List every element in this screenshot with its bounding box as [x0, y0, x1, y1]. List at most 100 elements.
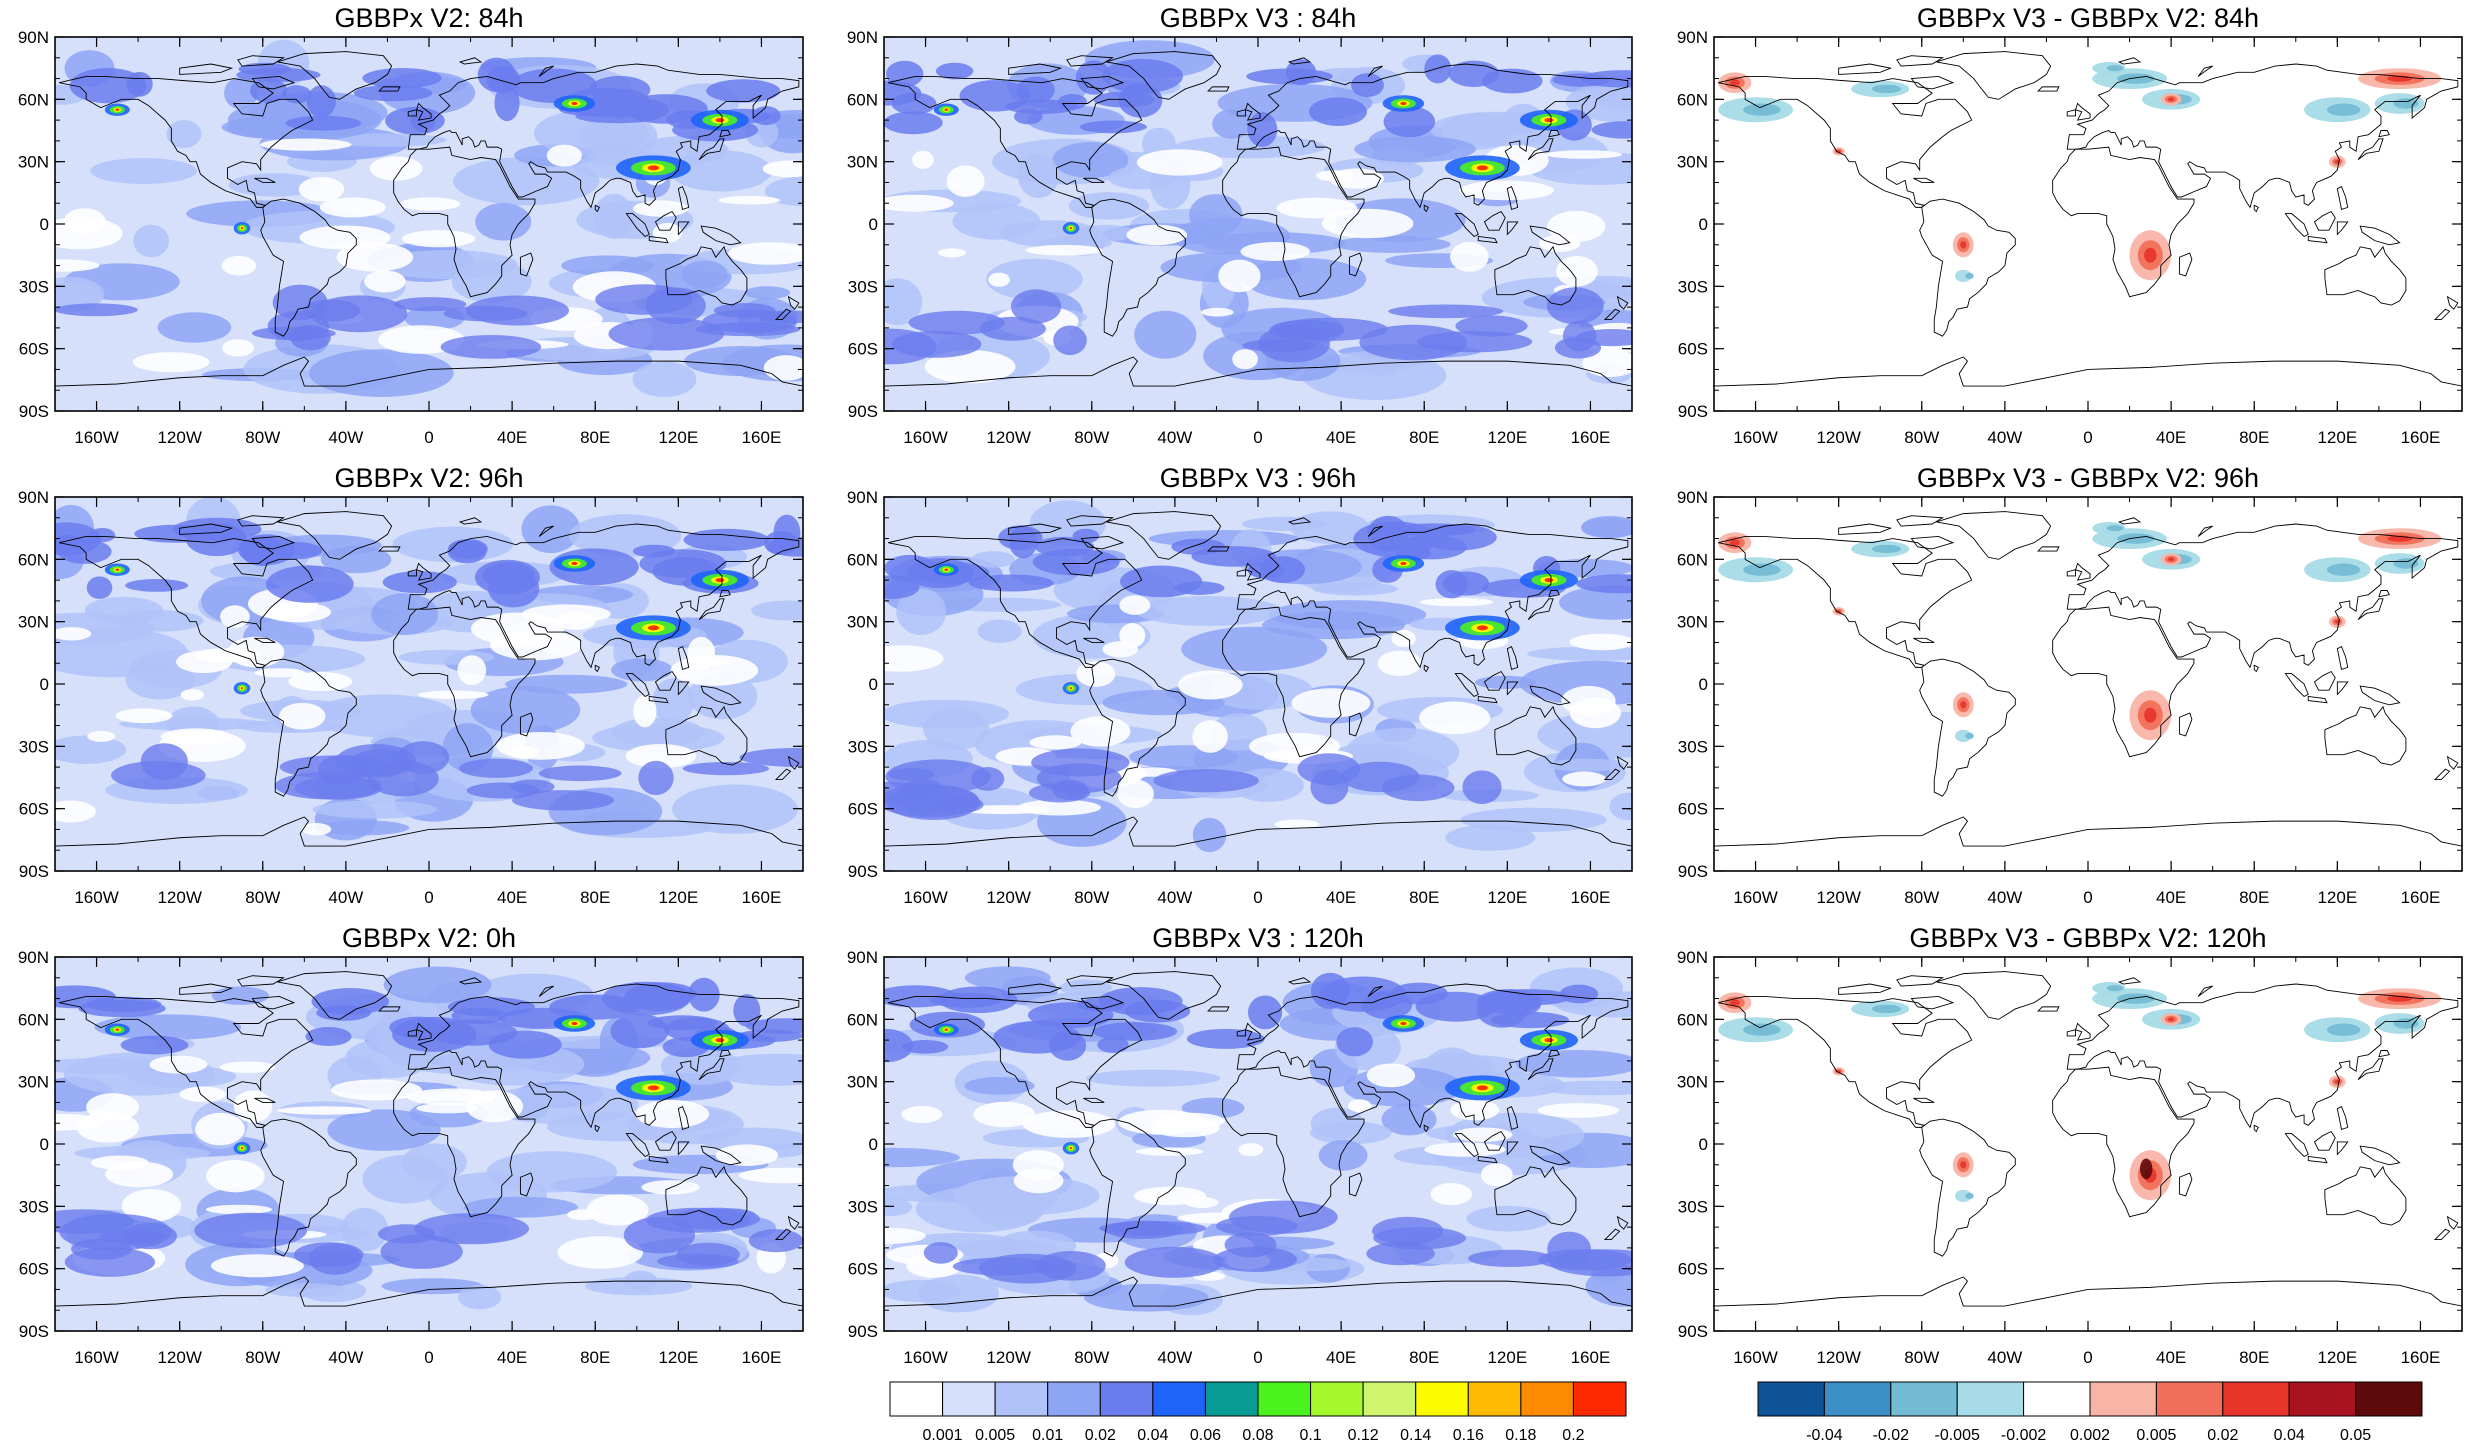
panel-title: GBBPx V3 : 96h — [1160, 463, 1357, 493]
lon-tick-label: 120E — [1487, 428, 1527, 447]
lat-tick-label: 90N — [847, 948, 878, 967]
lon-tick-label: 40W — [328, 888, 363, 907]
lat-tick-label: 90S — [1678, 1322, 1708, 1341]
lon-tick-label: 80E — [580, 428, 610, 447]
colorbar-label: 0.2 — [1562, 1427, 1584, 1440]
lon-tick-label: 80E — [1409, 1348, 1439, 1367]
colorbar-swatch — [1047, 1381, 1101, 1417]
lat-tick-label: 90N — [1677, 28, 1708, 47]
lon-tick-label: 120W — [986, 888, 1030, 907]
colorbar-swatch — [1572, 1381, 1627, 1417]
lon-tick-label: 40E — [497, 888, 527, 907]
lon-tick-label: 0 — [424, 888, 433, 907]
colorbar-swatch — [1152, 1381, 1206, 1417]
colorbar-label: 0.01 — [1032, 1427, 1063, 1440]
lat-tick-label: 30N — [18, 153, 49, 172]
lon-tick-label: 80E — [2239, 428, 2269, 447]
colorbar-swatch — [1099, 1381, 1154, 1417]
map-panel: GBBPx V3 : 84h 90N 60N 30N 0 30S 60S 90S 160W 120… — [847, 3, 1634, 447]
lon-tick-label: 80W — [1904, 428, 1939, 447]
colorbar-label: -0.002 — [2001, 1427, 2046, 1440]
colorbar-swatch — [1467, 1381, 1522, 1417]
colorbar-swatch — [2222, 1381, 2290, 1417]
colorbar-swatch — [1823, 1381, 1892, 1417]
lon-tick-label: 120E — [658, 1348, 698, 1367]
lon-tick-label: 160W — [74, 1348, 118, 1367]
colorbar-label: 0.12 — [1348, 1427, 1379, 1440]
lon-tick-label: 80W — [1904, 888, 1939, 907]
lat-tick-label: 30S — [848, 737, 878, 756]
lat-tick-label: 90S — [848, 862, 878, 881]
colorbar-swatch — [2355, 1381, 2423, 1417]
lon-tick-label: 0 — [2083, 888, 2092, 907]
lon-tick-label: 40E — [2156, 1348, 2186, 1367]
colorbar-swatch — [1890, 1381, 1958, 1417]
lat-tick-label: 90S — [19, 1322, 49, 1341]
panel-title: GBBPx V3 - GBBPx V2: 120h — [1909, 923, 2266, 953]
lon-tick-label: 160W — [74, 888, 118, 907]
lon-tick-label: 120W — [986, 428, 1030, 447]
colorbar-label: 0.1 — [1299, 1427, 1321, 1440]
lat-tick-label: 0 — [40, 1135, 49, 1154]
colorbar-label: -0.04 — [1806, 1427, 1843, 1440]
lat-tick-label: 30N — [1677, 613, 1708, 632]
field-shading — [1714, 497, 2462, 871]
panel-title: GBBPx V3 : 84h — [1160, 3, 1357, 33]
field-shading — [884, 957, 1632, 1331]
lon-tick-label: 160W — [903, 888, 947, 907]
lon-tick-label: 80E — [580, 888, 610, 907]
field-shading — [55, 957, 803, 1331]
lat-tick-label: 30N — [847, 1073, 878, 1092]
lon-tick-label: 80E — [1409, 428, 1439, 447]
lon-tick-label: 160W — [1733, 888, 1777, 907]
colorbar-swatch — [889, 1381, 944, 1417]
lon-tick-label: 160E — [1571, 1348, 1611, 1367]
lon-tick-label: 120E — [2317, 888, 2357, 907]
map-panel: GBBPx V3 : 120h 90N 60N 30N 0 30S 60S 90S 160W 12… — [847, 923, 1634, 1367]
lon-tick-label: 80E — [1409, 888, 1439, 907]
colorbar-swatch — [1310, 1381, 1364, 1417]
colorbar-label: 0.005 — [2136, 1427, 2176, 1440]
field-shading — [55, 37, 803, 411]
lat-tick-label: 90N — [1677, 948, 1708, 967]
lat-tick-label: 60S — [1678, 1260, 1708, 1279]
lat-tick-label: 90S — [19, 402, 49, 421]
lat-tick-label: 90S — [1678, 402, 1708, 421]
lat-tick-label: 30N — [18, 613, 49, 632]
lat-tick-label: 60N — [1677, 90, 1708, 109]
lon-tick-label: 120E — [1487, 888, 1527, 907]
lat-tick-label: 60S — [19, 1260, 49, 1279]
lat-tick-label: 0 — [1699, 1135, 1708, 1154]
colorbar-label: 0.08 — [1242, 1427, 1273, 1440]
lat-tick-label: 0 — [869, 215, 878, 234]
lat-tick-label: 90N — [847, 488, 878, 507]
lat-tick-label: 60S — [1678, 340, 1708, 359]
panel-title: GBBPx V2: 96h — [334, 463, 523, 493]
map-panel: GBBPx V2: 0h 90N 60N 30N 0 30S 60S 90S 160W 120W 8… — [18, 923, 805, 1367]
lat-tick-label: 30N — [1677, 153, 1708, 172]
lat-tick-label: 60N — [18, 90, 49, 109]
colorbar-swatch — [1257, 1381, 1312, 1417]
colorbar-label: 0.05 — [2340, 1427, 2371, 1440]
lon-tick-label: 160E — [742, 888, 782, 907]
field-shading — [884, 37, 1632, 411]
lat-tick-label: 30S — [1678, 737, 1708, 756]
colorbar-label: 0.04 — [2274, 1427, 2305, 1440]
lat-tick-label: 30S — [19, 1197, 49, 1216]
colorbar-swatch — [1415, 1381, 1469, 1417]
lat-tick-label: 0 — [1699, 675, 1708, 694]
lon-tick-label: 40W — [328, 428, 363, 447]
lon-tick-label: 40W — [1987, 888, 2022, 907]
map-panel: GBBPx V3 - GBBPx V2: 96h 90N 60N 30N 0 30S 60S… — [1677, 463, 2464, 907]
lon-tick-label: 120W — [157, 1348, 201, 1367]
map-panel: GBBPx V2: 96h 90N 60N 30N 0 30S 60S 90S 160W 120W… — [18, 463, 805, 907]
colorbar-label: 0.18 — [1505, 1427, 1536, 1440]
lon-tick-label: 40E — [2156, 428, 2186, 447]
lon-tick-label: 40E — [2156, 888, 2186, 907]
absolute-colorbar: 0.001 0.005 0.01 0.02 0.04 0.06 0.08 0.1 0.12 0.1… — [889, 1381, 1627, 1440]
colorbar-swatch — [942, 1381, 996, 1417]
lon-tick-label: 120W — [1816, 428, 1860, 447]
colorbar-label: 0.02 — [1085, 1427, 1116, 1440]
lon-tick-label: 0 — [2083, 1348, 2092, 1367]
lon-tick-label: 80E — [580, 1348, 610, 1367]
